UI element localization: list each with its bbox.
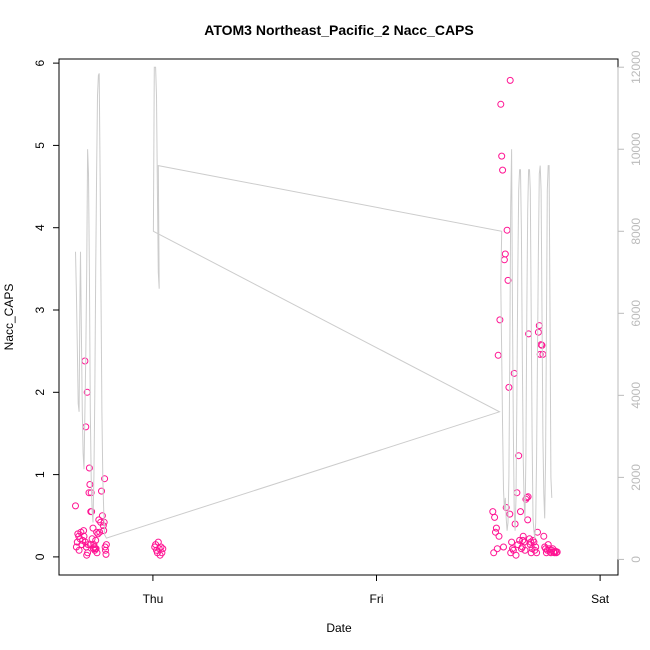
left-axis-tick-label: 6 [33,59,47,66]
data-point [504,276,512,284]
data-point [86,481,94,488]
data-point [537,341,545,349]
data-point [520,538,528,546]
data-point [89,524,97,532]
data-point [494,351,502,359]
data-point [493,545,501,553]
data-point [492,524,500,532]
data-point [524,516,532,524]
data-point [505,383,513,391]
data-point [98,512,106,520]
data-point [92,536,100,544]
x-axis-label: Date [326,621,352,635]
series-line [75,66,553,539]
data-point [540,532,548,540]
data-point [102,550,110,558]
right-axis-tick-label: 10000 [629,132,643,166]
data-point [75,546,83,554]
right-axis-tick-label: 8000 [629,218,643,245]
data-point [491,513,499,521]
left-axis-tick-label: 4 [33,224,47,231]
data-point [512,551,520,559]
right-axis-tick-label: 12000 [629,50,643,84]
data-point [500,543,507,551]
data-point [530,538,538,546]
data-point [508,538,516,546]
right-axis: 0 2000 4000 6000 8000 10000 12000 [617,50,643,563]
data-point [515,452,523,460]
data-point [513,489,521,497]
data-point [496,316,504,324]
data-point [492,528,499,536]
right-axis-tick-label: 6000 [629,300,643,327]
left-axis-tick-label: 5 [33,142,47,149]
left-axis-tick-label: 2 [33,389,47,396]
data-point [84,549,92,557]
chart-title: ATOM3 Northeast_Pacific_2 Nacc_CAPS [204,22,473,38]
plot-frame [58,58,619,576]
right-axis-tick-label: 0 [629,556,643,563]
data-point [500,256,508,264]
data-point [93,528,101,536]
data-point [82,423,90,431]
data-point [519,536,527,544]
data-point [517,508,524,516]
data-point [506,76,514,84]
data-point [93,549,101,557]
y-axis-label: Nacc_CAPS [2,284,16,351]
data-point [553,548,561,556]
data-point [521,546,529,554]
plot-area [72,66,561,559]
data-point [94,530,102,538]
data-point [552,549,560,557]
data-point [533,549,541,557]
data-point [544,541,552,549]
right-axis-tick-label: 4000 [629,382,643,409]
data-point [489,508,497,516]
data-point [81,357,89,365]
left-axis-tick-label: 0 [33,553,47,560]
data-point [102,541,110,549]
data-point [96,528,104,536]
data-point [498,152,506,160]
bottom-axis-tick-label: Sat [591,592,610,606]
data-point [157,543,165,551]
data-point [534,328,542,336]
data-point [490,549,498,557]
data-point [72,502,79,510]
bottom-axis: Thu Fri Sat [143,574,610,606]
data-point [101,475,109,483]
left-axis-tick-label: 1 [33,471,47,478]
data-point [527,538,535,546]
data-point [535,322,543,330]
data-point [159,545,167,553]
data-point [495,532,503,540]
data-point [497,100,505,108]
data-point [85,464,93,472]
data-point [100,527,108,535]
bottom-axis-tick-label: Fri [370,592,384,606]
left-axis-tick-label: 3 [33,306,47,313]
data-point [92,545,100,553]
data-point [501,250,509,258]
data-point [98,487,105,495]
data-point [503,226,511,234]
data-point [510,369,518,377]
data-point [158,549,166,557]
data-point [516,536,524,544]
bottom-axis-tick-label: Thu [143,592,164,606]
data-point [88,535,96,543]
data-point [99,522,107,530]
data-point [499,166,507,174]
right-axis-tick-label: 2000 [629,464,643,491]
data-point [506,510,514,518]
left-axis: 0 1 2 3 4 5 6 [33,59,60,560]
